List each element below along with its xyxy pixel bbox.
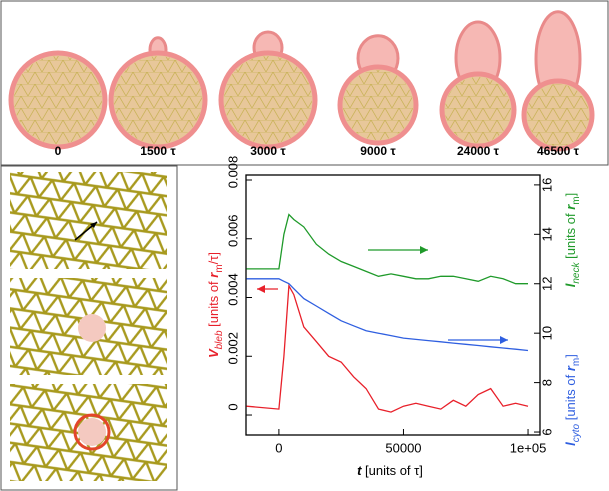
y-tick-label: 0	[225, 403, 240, 410]
y2-tick-label: 10	[539, 326, 554, 340]
time-label: 24000 τ	[457, 144, 500, 158]
label-part: τ	[414, 463, 420, 478]
x-axis-label: t [units of τ]	[357, 463, 423, 478]
mesh-images	[10, 172, 167, 481]
time-label: 1500 τ	[140, 144, 176, 158]
y-axis-label: Vbleb [units of rm/τ]	[206, 252, 224, 358]
plot: 0 50000 1e+05 0 0.002 0.004 0.006 0.008 6 8 10 12 14…	[206, 156, 581, 479]
left-panel	[0, 165, 178, 491]
arrow-head	[257, 285, 265, 293]
label-part: l	[563, 442, 578, 446]
label-part: r	[563, 365, 578, 371]
label-part: V	[206, 348, 221, 358]
label-part: /τ]	[206, 252, 221, 264]
arrow-head	[90, 222, 97, 228]
cortex	[527, 84, 589, 146]
y2-tick-label: 14	[539, 227, 554, 241]
arrow-head	[500, 336, 508, 344]
label-part: ]	[419, 463, 423, 478]
label-part: l	[563, 283, 578, 287]
label-part: ]	[563, 193, 578, 197]
cortex	[114, 56, 202, 144]
label-part: [units of	[563, 210, 578, 263]
label-part: neck	[571, 262, 582, 284]
cell-snapshots: 0 1500 τ 3000 τ 9000 τ 24000 τ 46500 τ	[8, 10, 595, 158]
x-tick-label: 0	[275, 440, 282, 455]
y2-tick-label: 16	[539, 178, 554, 192]
label-part: ]	[563, 354, 578, 358]
time-label: 0	[55, 144, 62, 158]
x-tick-label: 50000	[385, 440, 421, 455]
series-line	[246, 278, 529, 352]
y2-tick-label: 8	[539, 379, 554, 386]
label-part: m	[571, 196, 582, 204]
y2-axis-label: lneck [units of rm]	[563, 193, 581, 288]
time-label: 46500 τ	[537, 144, 580, 158]
label-part: r	[563, 204, 578, 210]
label-part: bleb	[214, 330, 225, 349]
arrow-head	[420, 246, 428, 254]
label-part: t	[357, 463, 362, 478]
label-part: [units of	[361, 463, 414, 478]
y2-axis-label: lcyto [units of rm]	[563, 354, 581, 446]
y-tick-label: 0.008	[225, 156, 240, 189]
cortex	[224, 56, 312, 144]
series-line	[246, 213, 528, 285]
label-part: [units of	[563, 371, 578, 424]
top-panel	[0, 0, 609, 166]
bleb	[78, 314, 106, 342]
cortex	[14, 56, 102, 144]
cortex	[445, 77, 511, 143]
x-tick-label: 1e+05	[510, 440, 547, 455]
series-line	[246, 283, 529, 413]
cortex	[343, 70, 413, 140]
y-tick-label: 0.004	[225, 273, 240, 306]
plot-frame	[245, 174, 541, 436]
y-tick-label: 0.002	[225, 332, 240, 365]
y2-tick-label: 12	[539, 277, 554, 291]
label-part: [units of	[206, 278, 221, 331]
y2-tick-label: 6	[539, 428, 554, 435]
mesh	[10, 172, 167, 269]
label-part: cyto	[571, 423, 582, 442]
label-part: r	[206, 272, 221, 278]
ring	[73, 413, 111, 451]
label-part: m	[571, 358, 582, 366]
bleb	[78, 418, 106, 446]
time-label: 3000 τ	[250, 144, 286, 158]
label-part: m	[214, 264, 225, 272]
y-tick-label: 0.006	[225, 214, 240, 247]
time-label: 9000 τ	[360, 144, 396, 158]
